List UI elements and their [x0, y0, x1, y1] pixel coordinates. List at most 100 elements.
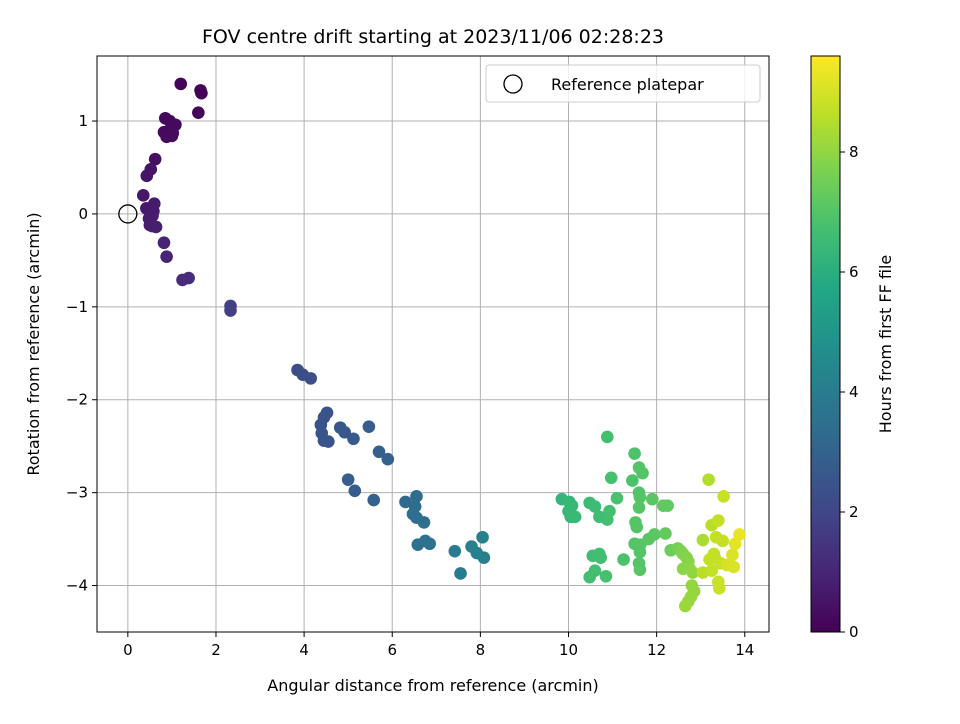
data-point: [347, 432, 360, 446]
data-point: [626, 474, 639, 487]
data-point: [733, 528, 746, 541]
x-tick-label: 8: [476, 641, 486, 659]
data-point: [381, 452, 395, 466]
data-point: [661, 499, 674, 512]
data-point: [696, 533, 710, 547]
data-point: [224, 304, 237, 317]
data-point: [633, 490, 647, 504]
data-point: [599, 569, 613, 583]
data-point: [628, 447, 641, 460]
data-point: [176, 273, 189, 287]
data-point: [716, 534, 730, 548]
data-point: [727, 560, 741, 574]
x-tick-label: 6: [387, 641, 397, 659]
data-point: [338, 425, 351, 439]
plot-frame: [96, 55, 770, 633]
data-point: [160, 250, 173, 263]
data-point: [600, 430, 614, 444]
data-point: [610, 491, 624, 505]
data-point: [148, 152, 162, 166]
colorbar-ticks: 0 2 4 6 8: [840, 143, 859, 641]
legend-box: [485, 64, 761, 103]
data-point: [399, 495, 412, 509]
data-point: [417, 516, 431, 529]
data-point: [341, 473, 355, 486]
data-point: [678, 599, 692, 613]
data-point: [707, 547, 721, 561]
legend-label: Reference platepar: [551, 75, 704, 94]
x-tick-label: 12: [647, 641, 666, 659]
y-tick-label: −2: [66, 391, 88, 409]
data-point: [632, 501, 646, 514]
data-point: [702, 473, 715, 486]
data-point: [362, 420, 376, 433]
y-tick-label: 1: [78, 112, 88, 130]
x-tick-label: 2: [211, 641, 221, 659]
data-point: [648, 528, 661, 541]
y-tick-label: 0: [78, 205, 88, 223]
data-point: [636, 466, 649, 480]
data-point: [477, 551, 491, 564]
data-point: [717, 490, 730, 503]
data-point: [322, 435, 335, 448]
data-point: [367, 493, 381, 507]
data-point: [448, 544, 462, 558]
axis-ticks: 0 2 4 6 8 10 12 14 −4 −3 −2 −1 0 1: [66, 112, 754, 659]
legend: Reference platepar: [485, 64, 761, 103]
x-tick-label: 0: [123, 641, 133, 659]
data-point: [195, 86, 208, 100]
data-point: [145, 219, 159, 233]
y-tick-label: −4: [66, 577, 88, 595]
data-point: [630, 520, 644, 534]
colorbar-tick-label: 6: [849, 263, 859, 281]
data-point: [712, 582, 726, 595]
data-point: [617, 553, 630, 566]
data-point: [174, 77, 188, 91]
data-point: [304, 372, 318, 385]
data-point: [726, 548, 739, 562]
data-point: [454, 567, 467, 580]
data-point: [192, 106, 205, 119]
chart-title: FOV centre drift starting at 2023/11/06 …: [202, 26, 664, 48]
data-point: [476, 530, 489, 544]
data-point: [165, 129, 179, 143]
data-points: [118, 77, 746, 613]
data-point: [705, 564, 719, 577]
data-point: [410, 490, 423, 503]
colorbar-label: Hours from first FF file: [876, 255, 895, 434]
x-tick-label: 4: [299, 641, 309, 659]
data-point: [583, 570, 596, 584]
data-point: [633, 563, 647, 577]
data-point: [603, 504, 616, 518]
colorbar-tick-label: 8: [849, 143, 859, 161]
grid: [97, 56, 769, 632]
data-point: [604, 471, 618, 485]
x-tick-label: 14: [735, 641, 754, 659]
data-point: [594, 551, 607, 564]
data-point: [686, 566, 700, 579]
colorbar-tick-label: 0: [849, 623, 859, 641]
colorbar-tick-label: 4: [849, 383, 859, 401]
data-point: [645, 492, 659, 506]
data-point: [659, 527, 672, 540]
data-point: [712, 514, 725, 527]
reference-platepar-marker: [118, 204, 138, 224]
x-axis-title: Angular distance from reference (arcmin): [267, 676, 598, 695]
data-point: [568, 510, 582, 524]
y-tick-label: −3: [66, 484, 88, 502]
data-point: [140, 169, 154, 183]
x-tick-label: 10: [559, 641, 578, 659]
colorbar: [810, 55, 841, 633]
colorbar-tick-label: 2: [849, 503, 859, 521]
data-point: [348, 484, 362, 498]
data-point: [372, 445, 386, 459]
data-point: [588, 500, 602, 513]
data-point: [423, 537, 436, 551]
reference-platepar-legend-marker: [503, 74, 523, 94]
data-point: [136, 189, 150, 202]
data-point: [633, 545, 647, 559]
data-point: [157, 236, 171, 250]
y-tick-label: −1: [66, 298, 88, 316]
y-axis-title: Rotation from reference (arcmin): [24, 212, 43, 475]
